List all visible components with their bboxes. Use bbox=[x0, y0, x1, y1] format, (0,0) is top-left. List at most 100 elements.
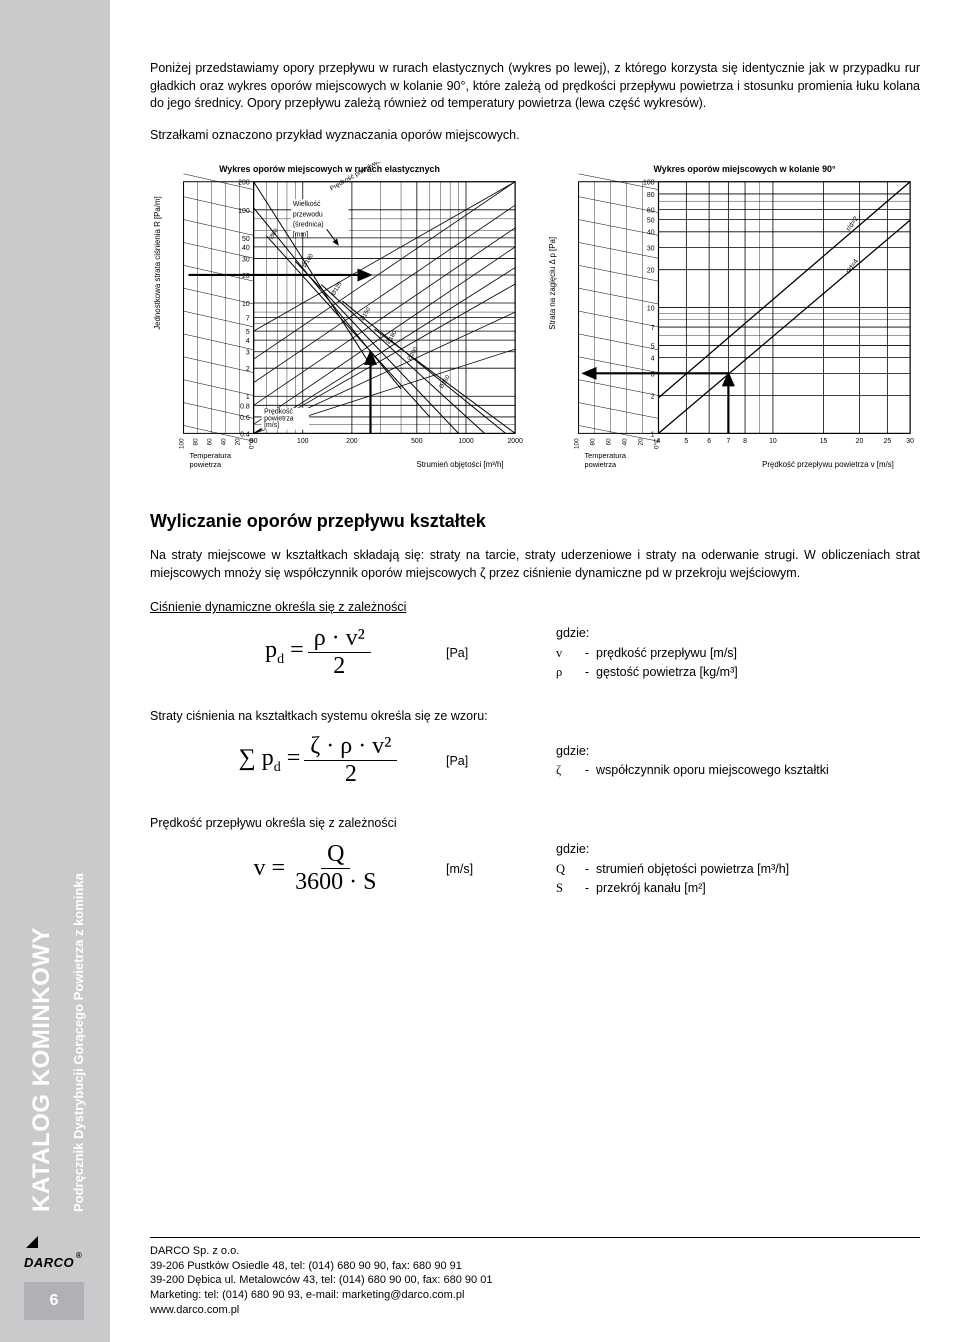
svg-text:0°C: 0°C bbox=[652, 438, 660, 449]
svg-text:10: 10 bbox=[647, 306, 655, 313]
svg-text:7: 7 bbox=[246, 315, 250, 322]
svg-text:Strumień objętości [m³/h]: Strumień objętości [m³/h] bbox=[416, 460, 503, 469]
svg-text:[m/s]: [m/s] bbox=[264, 422, 279, 429]
svg-text:30: 30 bbox=[242, 257, 250, 264]
intro-block: Poniżej przedstawiamy opory przepływu w … bbox=[150, 60, 920, 144]
svg-text:60: 60 bbox=[207, 438, 214, 446]
svg-text:(średnica): (średnica) bbox=[293, 222, 324, 229]
formula3: v = Q3600 · S [m/s] gdzie: Q-strumień ob… bbox=[150, 840, 920, 897]
svg-text:100: 100 bbox=[179, 438, 186, 449]
svg-text:500: 500 bbox=[411, 438, 423, 445]
page-number: 6 bbox=[24, 1282, 84, 1320]
formula1: pd = ρ · v²2 [Pa] gdzie: v-prędkość prze… bbox=[150, 624, 920, 681]
charts-row: Wykres oporów miejscowych w rurach elast… bbox=[150, 162, 920, 481]
f3-unit: [m/s] bbox=[446, 862, 496, 876]
svg-text:powietrza: powietrza bbox=[189, 460, 222, 469]
section-p: Na straty miejscowe w kształtkach składa… bbox=[150, 546, 920, 582]
svg-text:20: 20 bbox=[856, 438, 864, 445]
svg-text:100: 100 bbox=[574, 438, 581, 449]
svg-text:5: 5 bbox=[684, 438, 688, 445]
svg-text:50: 50 bbox=[242, 236, 250, 243]
logo: DARCO® bbox=[24, 1232, 110, 1270]
svg-text:Wielkość: Wielkość bbox=[293, 201, 321, 208]
svg-text:10: 10 bbox=[769, 438, 777, 445]
chart-right: Wykres oporów miejscowych w kolanie 90° … bbox=[545, 162, 920, 481]
svg-text:Ø100: Ø100 bbox=[302, 253, 315, 269]
svg-text:80: 80 bbox=[193, 438, 200, 446]
sidebar-big-text: KATALOG KOMINKOWY bbox=[28, 927, 55, 1212]
svg-text:0°C: 0°C bbox=[248, 438, 256, 449]
f3-where: gdzie: Q-strumień objętości powietrza [m… bbox=[556, 840, 789, 897]
svg-text:Strata na zagięciu Δ p [Pa]: Strata na zagięciu Δ p [Pa] bbox=[548, 237, 557, 330]
svg-text:Wykres oporów miejscowych w ru: Wykres oporów miejscowych w rurach elast… bbox=[219, 164, 440, 174]
svg-text:5: 5 bbox=[246, 329, 250, 336]
svg-text:15: 15 bbox=[820, 438, 828, 445]
svg-text:80: 80 bbox=[647, 192, 655, 199]
svg-text:80: 80 bbox=[590, 438, 597, 446]
svg-text:Jednostkowa strata ciśnienia R: Jednostkowa strata ciśnienia R [Pa/m] bbox=[153, 196, 162, 329]
f1-unit: [Pa] bbox=[446, 646, 496, 660]
formula2: ∑ pd = ζ · ρ · v²2 [Pa] gdzie: ζ-współcz… bbox=[150, 733, 920, 788]
f3-heading: Prędkość przepływu określa się z zależno… bbox=[150, 816, 920, 830]
svg-text:100: 100 bbox=[297, 438, 309, 445]
svg-text:0.4: 0.4 bbox=[240, 431, 250, 438]
svg-text:r/d=4: r/d=4 bbox=[845, 258, 860, 275]
svg-text:20: 20 bbox=[638, 438, 645, 446]
svg-text:Prędkość przepływu powietrza v: Prędkość przepływu powietrza v [m/s] bbox=[762, 460, 894, 469]
svg-text:1: 1 bbox=[651, 431, 655, 438]
intro-p2: Strzałkami oznaczono przykład wyznaczani… bbox=[150, 127, 920, 145]
svg-text:przewodu: przewodu bbox=[293, 211, 323, 218]
svg-text:5: 5 bbox=[651, 343, 655, 350]
sidebar-subtitle: Podręcznik Dystrybucji Gorącego Powietrz… bbox=[71, 873, 86, 1212]
footer: DARCO Sp. z o.o. 39-206 Pustków Osiedle … bbox=[150, 1237, 920, 1318]
intro-p1: Poniżej przedstawiamy opory przepływu w … bbox=[150, 60, 920, 113]
chart-right-svg: Wykres oporów miejscowych w kolanie 90° … bbox=[545, 162, 920, 478]
svg-text:40: 40 bbox=[622, 438, 629, 446]
svg-text:4: 4 bbox=[246, 338, 250, 345]
footer-l3: 39-200 Dębica ul. Metalowców 43, tel: (0… bbox=[150, 1273, 920, 1288]
svg-text:4: 4 bbox=[651, 356, 655, 363]
svg-text:20: 20 bbox=[647, 268, 655, 275]
chart-left-svg: Wykres oporów miejscowych w rurach elast… bbox=[150, 162, 525, 478]
svg-text:20: 20 bbox=[235, 438, 242, 446]
svg-text:200: 200 bbox=[238, 180, 250, 187]
svg-text:40: 40 bbox=[242, 245, 250, 252]
svg-text:0.6: 0.6 bbox=[240, 415, 250, 422]
svg-text:Temperatura: Temperatura bbox=[189, 451, 231, 460]
svg-text:30: 30 bbox=[906, 438, 914, 445]
f1-heading: Ciśnienie dynamiczne określa się z zależ… bbox=[150, 600, 920, 614]
f2-where: gdzie: ζ-współczynnik oporu miejscowego … bbox=[556, 742, 829, 781]
svg-text:100: 100 bbox=[643, 180, 655, 187]
svg-text:25: 25 bbox=[884, 438, 892, 445]
svg-text:2000: 2000 bbox=[507, 438, 522, 445]
svg-text:[mm]: [mm] bbox=[293, 231, 308, 238]
sidebar: KATALOG KOMINKOWY Podręcznik Dystrybucji… bbox=[0, 0, 110, 1342]
svg-text:60: 60 bbox=[606, 438, 613, 446]
svg-text:0.8: 0.8 bbox=[240, 403, 250, 410]
footer-l5: www.darco.com.pl bbox=[150, 1303, 920, 1318]
logo-text: DARCO® bbox=[24, 1255, 74, 1270]
section-title: Wyliczanie oporów przepływu kształtek bbox=[150, 511, 920, 532]
svg-text:1000: 1000 bbox=[458, 438, 473, 445]
chart-left: Wykres oporów miejscowych w rurach elast… bbox=[150, 162, 525, 481]
footer-l2: 39-206 Pustków Osiedle 48, tel: (014) 68… bbox=[150, 1259, 920, 1274]
svg-text:200: 200 bbox=[346, 438, 358, 445]
svg-text:8: 8 bbox=[743, 438, 747, 445]
svg-text:30: 30 bbox=[647, 245, 655, 252]
footer-l4: Marketing: tel: (014) 680 90 93, e-mail:… bbox=[150, 1288, 920, 1303]
svg-text:50: 50 bbox=[647, 218, 655, 225]
page-content: Poniżej przedstawiamy opory przepływu w … bbox=[110, 0, 960, 1342]
sidebar-title: KATALOG KOMINKOWY bbox=[28, 927, 56, 1212]
f2-unit: [Pa] bbox=[446, 754, 496, 768]
svg-text:40: 40 bbox=[221, 438, 228, 446]
svg-text:3: 3 bbox=[246, 350, 250, 357]
svg-text:1: 1 bbox=[246, 394, 250, 401]
svg-text:Wykres oporów miejscowych w ko: Wykres oporów miejscowych w kolanie 90° bbox=[654, 164, 836, 174]
svg-text:powietrza: powietrza bbox=[584, 460, 617, 469]
f1-where: gdzie: v-prędkość przepływu [m/s] ρ-gęst… bbox=[556, 624, 738, 681]
f2-heading: Straty ciśnienia na kształtkach systemu … bbox=[150, 709, 920, 723]
svg-text:6: 6 bbox=[707, 438, 711, 445]
svg-text:Temperatura: Temperatura bbox=[584, 451, 626, 460]
footer-l1: DARCO Sp. z o.o. bbox=[150, 1244, 920, 1259]
svg-text:7: 7 bbox=[726, 438, 730, 445]
